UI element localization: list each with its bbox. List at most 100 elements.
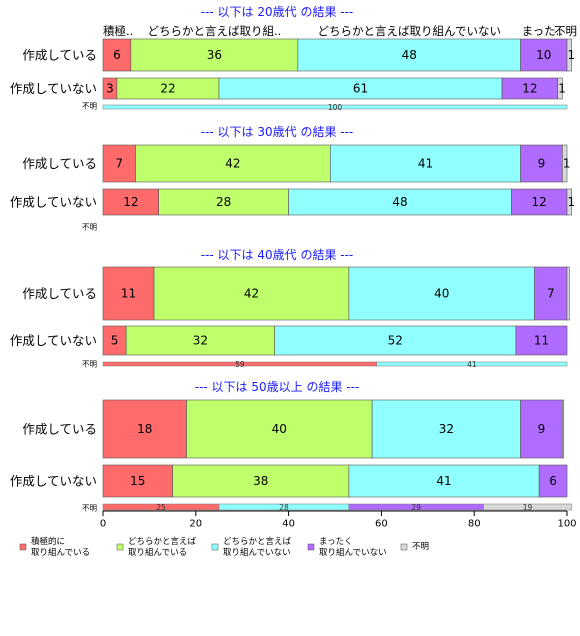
bar-segment [135, 144, 331, 183]
data-label: 6 [113, 48, 121, 62]
unknown-row-label: 不明 [82, 102, 97, 111]
data-label: 36 [207, 48, 222, 62]
data-label: 5 [111, 334, 119, 348]
bar-segment [158, 188, 289, 216]
bar-segment [566, 266, 570, 321]
unknown-row-label: 不明 [82, 504, 97, 513]
data-label: 1 [567, 48, 575, 62]
data-label: 9 [538, 422, 546, 436]
bar-segment [153, 266, 350, 321]
data-label: 42 [225, 157, 240, 171]
x-tick-label: 0 [100, 519, 106, 530]
data-label: 28 [216, 195, 231, 209]
bar-segment [102, 399, 187, 459]
row-label: 作成している [22, 156, 97, 171]
bar-segment [566, 188, 572, 216]
data-label: 32 [193, 334, 208, 348]
x-tick-label: 100 [557, 519, 576, 530]
legend-label: まったく取り組んでいない [319, 537, 387, 558]
unknown-data-label: 28 [279, 503, 289, 512]
legend-swatch [400, 543, 408, 551]
unknown-data-label: 25 [156, 503, 166, 512]
legend-swatch [211, 543, 219, 551]
legend-swatch [307, 543, 315, 551]
data-label: 40 [272, 422, 287, 436]
bar-segment [515, 325, 568, 356]
data-label: 9 [538, 157, 546, 171]
bar-segment [371, 399, 521, 459]
row-label: 作成していない [10, 333, 97, 348]
data-label: 52 [388, 334, 403, 348]
row-label: 作成している [22, 422, 97, 437]
header-label: 積極.. [103, 24, 133, 38]
bar-segment [102, 188, 159, 216]
header-label: まった.. [522, 24, 563, 38]
data-label: 48 [402, 48, 417, 62]
data-label: 1 [567, 195, 575, 209]
row-label: 作成している [22, 48, 97, 63]
unknown-row-label: 不明 [82, 223, 97, 232]
bar-segment [186, 399, 373, 459]
bar-segment [172, 464, 350, 498]
data-label: 7 [115, 157, 123, 171]
data-label: 40 [434, 287, 449, 301]
bar-segment [125, 325, 275, 356]
bar-segment [348, 464, 540, 498]
data-label: 6 [549, 474, 557, 488]
bar-segment [102, 266, 155, 321]
unknown-bar-segment [483, 503, 572, 511]
data-label: 15 [130, 474, 145, 488]
unknown-data-label: 100 [328, 103, 343, 112]
data-label: 11 [121, 287, 136, 301]
bar-segment [566, 38, 572, 72]
legend-swatch [19, 543, 27, 551]
bar-segment [274, 325, 517, 356]
header-label: 不明 [554, 24, 577, 38]
data-label: 11 [534, 334, 549, 348]
bar-segment [520, 399, 563, 459]
unknown-data-label: 59 [235, 360, 245, 369]
data-label: 1 [563, 157, 571, 171]
panel-title: --- 以下は 30歳代 の結果 --- [201, 125, 354, 139]
data-label: 12 [123, 195, 138, 209]
unknown-row-label: 不明 [82, 360, 97, 369]
data-label: 18 [137, 422, 152, 436]
row-label: 作成している [22, 286, 97, 301]
legend-swatch [116, 543, 124, 551]
data-label: 7 [547, 287, 555, 301]
unknown-data-label: 29 [411, 503, 421, 512]
data-label: 38 [253, 474, 268, 488]
bar-segment [520, 144, 563, 183]
data-label: 41 [418, 157, 433, 171]
x-tick-label: 80 [468, 519, 481, 530]
data-label: 10 [536, 48, 551, 62]
data-label: 42 [244, 287, 259, 301]
header-label: どちらかと言えば取り組.. [147, 24, 281, 38]
x-tick-label: 20 [189, 519, 202, 530]
bar-segment [130, 38, 299, 72]
bar-segment [330, 144, 521, 183]
bar-segment [538, 464, 568, 498]
legend-label: 不明 [412, 542, 429, 552]
legend-label: どちらかと言えば取り組んでいる [128, 536, 197, 558]
bar-segment [511, 188, 568, 216]
legend-label: どちらかと言えば取り組んでいない [223, 536, 292, 558]
bar-segment [534, 266, 568, 321]
data-label: 32 [439, 422, 454, 436]
legend-label: 積極的に取り組んでいる [31, 536, 90, 558]
unknown-bar-segment [376, 361, 568, 367]
row-label: 作成していない [10, 81, 97, 96]
bar-segment [562, 399, 565, 459]
unknown-bar-segment [102, 104, 568, 110]
data-label: 12 [532, 195, 547, 209]
data-label: 22 [160, 82, 175, 96]
data-label: 1 [558, 82, 566, 96]
data-label: 61 [353, 82, 368, 96]
row-label: 作成していない [10, 474, 97, 489]
bar-segment [348, 266, 535, 321]
x-tick-label: 40 [282, 519, 295, 530]
row-label: 作成していない [10, 195, 97, 210]
bar-segment [102, 144, 136, 183]
